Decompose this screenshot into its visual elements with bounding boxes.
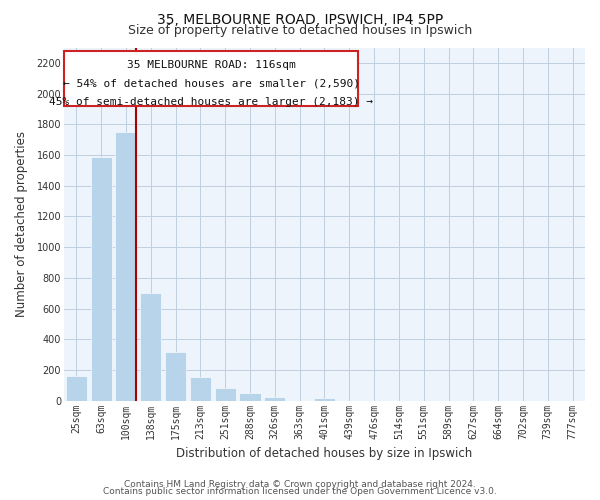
Bar <box>165 352 186 401</box>
FancyBboxPatch shape <box>64 51 358 106</box>
Text: 35, MELBOURNE ROAD, IPSWICH, IP4 5PP: 35, MELBOURNE ROAD, IPSWICH, IP4 5PP <box>157 12 443 26</box>
Bar <box>91 156 112 400</box>
Bar <box>215 388 236 400</box>
Bar <box>66 376 87 400</box>
Bar <box>190 377 211 400</box>
Bar <box>314 398 335 400</box>
Bar <box>140 293 161 401</box>
Text: 45% of semi-detached houses are larger (2,183) →: 45% of semi-detached houses are larger (… <box>49 96 373 106</box>
X-axis label: Distribution of detached houses by size in Ipswich: Distribution of detached houses by size … <box>176 447 473 460</box>
Text: ← 54% of detached houses are smaller (2,590): ← 54% of detached houses are smaller (2,… <box>62 78 359 88</box>
Text: Contains public sector information licensed under the Open Government Licence v3: Contains public sector information licen… <box>103 488 497 496</box>
Text: Contains HM Land Registry data © Crown copyright and database right 2024.: Contains HM Land Registry data © Crown c… <box>124 480 476 489</box>
Y-axis label: Number of detached properties: Number of detached properties <box>15 131 28 317</box>
Bar <box>115 132 136 400</box>
Bar <box>239 393 260 400</box>
Text: 35 MELBOURNE ROAD: 116sqm: 35 MELBOURNE ROAD: 116sqm <box>127 60 295 70</box>
Bar <box>264 397 286 400</box>
Text: Size of property relative to detached houses in Ipswich: Size of property relative to detached ho… <box>128 24 472 37</box>
